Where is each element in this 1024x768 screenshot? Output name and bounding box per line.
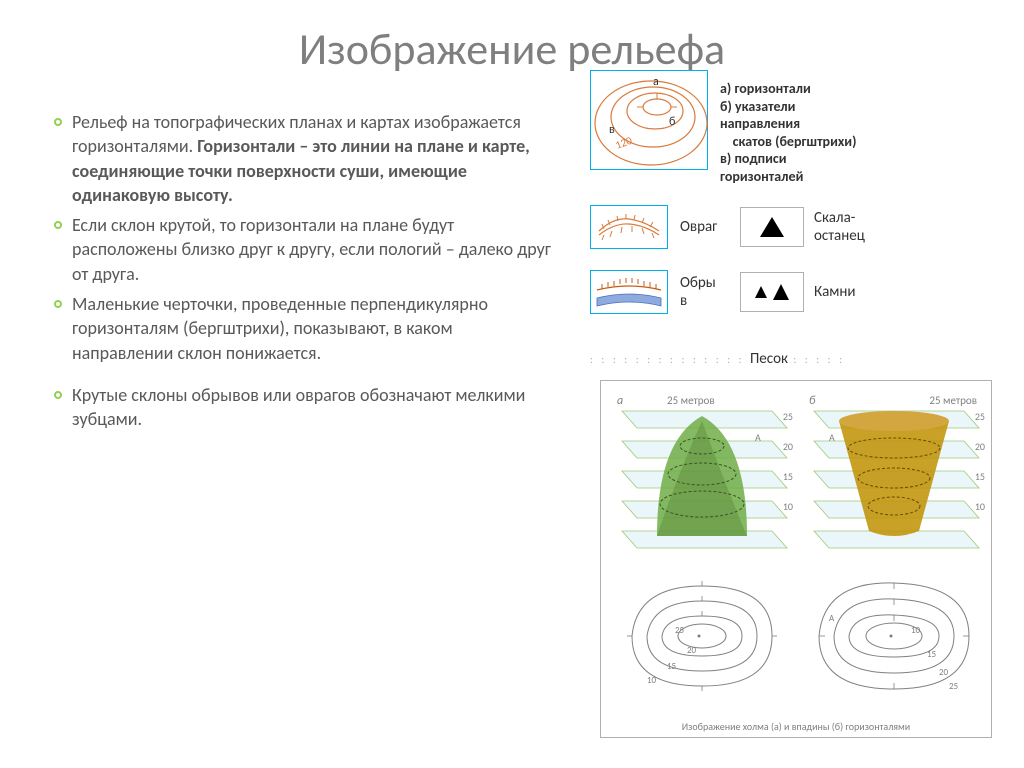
legend-line: горизонталей — [720, 168, 856, 186]
scale-label: 10 — [783, 500, 793, 513]
legend-line: скатов (бергштрихи) — [720, 133, 856, 151]
bullet-dot-icon — [54, 118, 62, 126]
svg-text:15: 15 — [667, 661, 677, 672]
scale-label: 10 — [975, 500, 985, 513]
page-title: Изображение рельефа — [0, 22, 1024, 76]
svg-text:20: 20 — [687, 645, 697, 656]
scale-label: 15 — [975, 470, 985, 483]
contour-svg: а б в 120 — [591, 71, 709, 171]
contour-letter-v: в — [609, 123, 615, 137]
skala-icon — [740, 207, 804, 247]
meters-label: 25 метров — [929, 394, 977, 407]
scale-label: 15 — [783, 470, 793, 483]
obryv-icon — [590, 270, 668, 314]
hill-basin-diagram: а 25 метров А 25 20 15 10 — [600, 380, 992, 738]
bullet-text: Рельеф на топографических планах и карта… — [72, 110, 554, 207]
svg-text:10: 10 — [647, 675, 657, 686]
contour-diagram: а б в 120 — [590, 70, 708, 170]
symbol-row-ovrag: Овраг Скала-останец — [590, 205, 884, 249]
basin-3d: б 25 метров А 25 20 15 10 — [799, 386, 987, 556]
diagram-caption: Изображение холма (а) и впадины (б) гори… — [601, 720, 991, 733]
bullet-list: Рельеф на топографических планах и карта… — [54, 110, 554, 438]
symbol-row-obryv: Обры в Камни — [590, 270, 856, 314]
bullet-text: Крутые склоны обрывов или оврагов обозна… — [72, 383, 554, 432]
bullet-text: Если склон крутой, то горизонтали на пла… — [72, 213, 554, 286]
obryv-label: Обры в — [680, 274, 740, 310]
bullet-item: Рельеф на топографических планах и карта… — [54, 110, 554, 207]
scale-label: 20 — [783, 440, 793, 453]
bullet-dot-icon — [54, 391, 62, 399]
ovrag-icon — [590, 205, 668, 249]
hill-3d: а 25 метров А 25 20 15 10 — [607, 386, 795, 556]
scale-label: 25 — [783, 410, 793, 423]
svg-text:А: А — [829, 613, 835, 624]
scale-label: 20 — [975, 440, 985, 453]
contour-legend: а) горизонтали б) указатели направления … — [720, 80, 856, 185]
kamni-icon — [740, 272, 804, 312]
bullet-item: Если склон крутой, то горизонтали на пла… — [54, 213, 554, 286]
contour-letter-a: а — [653, 75, 659, 89]
basin-label-b: б — [809, 394, 815, 408]
bullet-item: Маленькие черточки, проведенные перпенди… — [54, 292, 554, 365]
legend-line: направления — [720, 115, 856, 133]
contour-value: 120 — [614, 134, 635, 152]
kamni-label: Камни — [814, 283, 856, 301]
svg-text:20: 20 — [939, 667, 949, 678]
ovrag-label: Овраг — [680, 218, 740, 236]
svg-text:10: 10 — [911, 625, 921, 636]
sand-dots-icon: : : : : : — [793, 353, 845, 366]
sand-dots-icon: : : : : : : : : : : : : : : — [590, 353, 745, 366]
bullet-item: Крутые склоны обрывов или оврагов обозна… — [54, 383, 554, 432]
contour-letter-b: б — [669, 115, 675, 129]
legend-line: в) подписи — [720, 150, 856, 168]
svg-text:25: 25 — [675, 625, 685, 636]
bullet-dot-icon — [54, 221, 62, 229]
hill-label-a: а — [617, 394, 623, 408]
sand-label: Песок — [750, 350, 788, 368]
scale-label: 25 — [975, 410, 985, 423]
basin-contour-map: А 10 15 20 25 — [799, 561, 987, 711]
svg-text:А: А — [829, 431, 835, 444]
bullet-text: Маленькие черточки, проведенные перпенди… — [72, 292, 554, 365]
svg-text:А: А — [755, 431, 761, 444]
legend-line: а) горизонтали — [720, 80, 856, 98]
bullet-dot-icon — [54, 300, 62, 308]
hill-contour-map: 25 20 15 10 — [607, 561, 795, 711]
symbol-row-sand: : : : : : : : : : : : : : : Песок : : : … — [590, 350, 845, 368]
skala-label: Скала-останец — [814, 209, 884, 245]
meters-label: 25 метров — [667, 394, 715, 407]
svg-text:15: 15 — [927, 649, 937, 660]
legend-line: б) указатели — [720, 98, 856, 116]
svg-text:25: 25 — [949, 681, 959, 692]
